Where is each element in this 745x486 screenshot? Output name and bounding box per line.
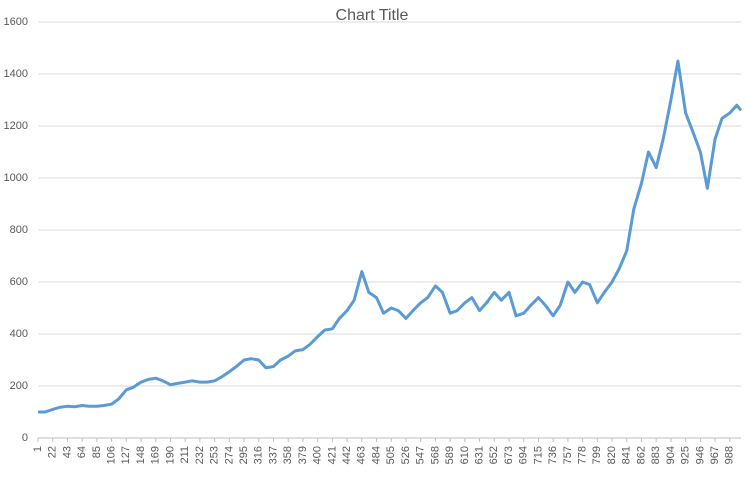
- y-tick-label: 600: [10, 276, 28, 288]
- y-tick-label: 1400: [4, 68, 28, 80]
- x-tick-label: 694: [518, 446, 530, 464]
- x-tick-label: 778: [577, 446, 589, 464]
- y-tick-label: 200: [10, 380, 28, 392]
- x-tick-label: 862: [635, 446, 647, 464]
- y-tick-label: 1000: [4, 172, 28, 184]
- x-tick-label: 820: [606, 446, 618, 464]
- y-tick-label: 1600: [4, 16, 28, 28]
- x-tick-label: 64: [76, 446, 88, 458]
- x-tick-label: 442: [341, 446, 353, 464]
- x-tick-label: 505: [385, 446, 397, 464]
- x-tick-label: 316: [253, 446, 265, 464]
- y-tick-label: 400: [10, 328, 28, 340]
- x-tick-label: 673: [503, 446, 515, 464]
- x-tick-label: 211: [179, 446, 191, 464]
- x-tick-label: 631: [473, 446, 485, 464]
- x-tick-label: 589: [444, 446, 456, 464]
- x-tick-label: 883: [650, 446, 662, 464]
- x-tick-label: 1: [32, 446, 44, 452]
- x-tick-label: 274: [223, 446, 235, 464]
- x-tick-label: 463: [356, 446, 368, 464]
- data-line: [38, 59, 743, 414]
- x-tick-label: 715: [532, 446, 544, 464]
- chart-title: Chart Title: [336, 7, 409, 24]
- x-tick-label: 484: [370, 446, 382, 464]
- x-tick-label: 400: [312, 446, 324, 464]
- x-tick-label: 757: [562, 446, 574, 464]
- x-tick-label: 925: [680, 446, 692, 464]
- y-tick-label: 0: [22, 432, 28, 444]
- x-tick-label: 988: [724, 446, 736, 464]
- x-tick-label: 547: [415, 446, 427, 464]
- x-tick-label: 106: [106, 446, 118, 464]
- y-tick-label: 800: [10, 224, 28, 236]
- x-tick-label: 169: [150, 446, 162, 464]
- x-tick-label: 946: [694, 446, 706, 464]
- x-tick-label: 526: [400, 446, 412, 464]
- x-tick-label: 379: [297, 446, 309, 464]
- x-tick-label: 421: [326, 446, 338, 464]
- x-tick-label: 358: [282, 446, 294, 464]
- x-tick-label: 190: [164, 446, 176, 464]
- x-tick-label: 85: [91, 446, 103, 458]
- x-tick-label: 652: [488, 446, 500, 464]
- x-tick-label: 967: [709, 446, 721, 464]
- x-tick-label: 904: [665, 446, 677, 464]
- x-tick-label: 841: [621, 446, 633, 464]
- x-tick-label: 127: [120, 446, 132, 464]
- x-tick-label: 43: [61, 446, 73, 458]
- x-tick-label: 799: [591, 446, 603, 464]
- x-tick-label: 22: [47, 446, 59, 458]
- x-tick-label: 610: [459, 446, 471, 464]
- x-tick-label: 253: [209, 446, 221, 464]
- x-tick-label: 568: [429, 446, 441, 464]
- y-tick-label: 1200: [4, 120, 28, 132]
- x-tick-label: 232: [194, 446, 206, 464]
- x-tick-label: 148: [135, 446, 147, 464]
- x-tick-label: 337: [267, 446, 279, 464]
- x-tick-label: 295: [238, 446, 250, 464]
- x-tick-label: 736: [547, 446, 559, 464]
